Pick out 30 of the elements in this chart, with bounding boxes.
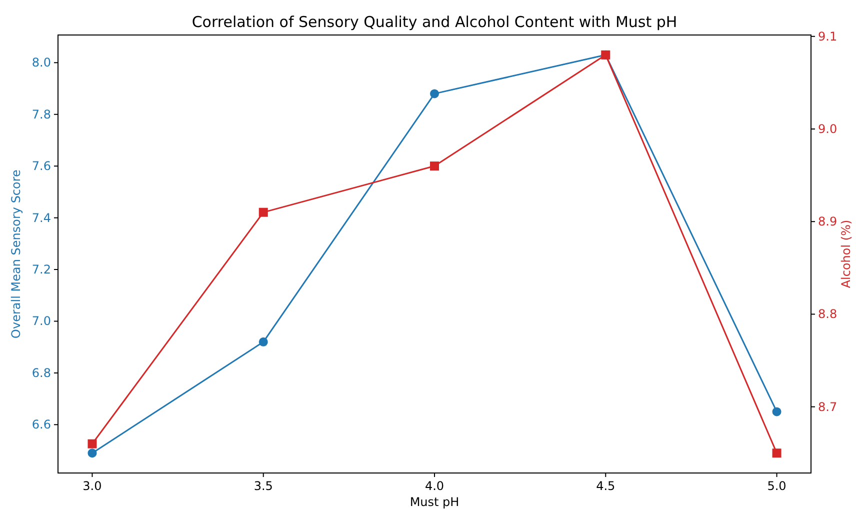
- point: [430, 89, 439, 98]
- y2-tick-label: 8.9: [818, 214, 838, 229]
- point: [430, 162, 439, 171]
- point: [88, 448, 97, 458]
- x-tick-label: 4.0: [424, 479, 444, 493]
- y2-tick-label: 8.7: [818, 400, 838, 414]
- x-tick-label: 5.0: [767, 479, 786, 493]
- y-tick-label: 7.2: [32, 262, 51, 277]
- y-axis-title: Overall Mean Sensory Score: [9, 170, 23, 338]
- x-tick-label: 3.5: [254, 479, 273, 493]
- y-tick-label: 6.8: [32, 366, 51, 380]
- point: [258, 337, 268, 346]
- x-tick-label: 3.0: [82, 479, 102, 493]
- y-tick-label: 7.8: [32, 107, 51, 122]
- x-tick-label: 4.5: [596, 479, 616, 493]
- y2-tick-label: 9.1: [818, 29, 838, 44]
- point: [88, 439, 97, 448]
- y-tick-label: 7.6: [32, 159, 51, 174]
- chart-title: Correlation of Sensory Quality and Alcohol Content with Must pH: [192, 13, 678, 31]
- point: [772, 448, 782, 458]
- point: [258, 208, 268, 217]
- x-axis-title: Must pH: [410, 495, 460, 509]
- y-tick-label: 7.4: [32, 210, 51, 225]
- point: [772, 407, 782, 416]
- y2-axis-title: Alcohol (%): [839, 220, 853, 288]
- y-tick-label: 6.6: [32, 418, 51, 432]
- y2-tick-label: 9.0: [818, 122, 838, 136]
- y2-tick-label: 8.8: [818, 307, 838, 322]
- y-tick-label: 7.0: [32, 314, 51, 328]
- y-tick-label: 8.0: [32, 56, 51, 70]
